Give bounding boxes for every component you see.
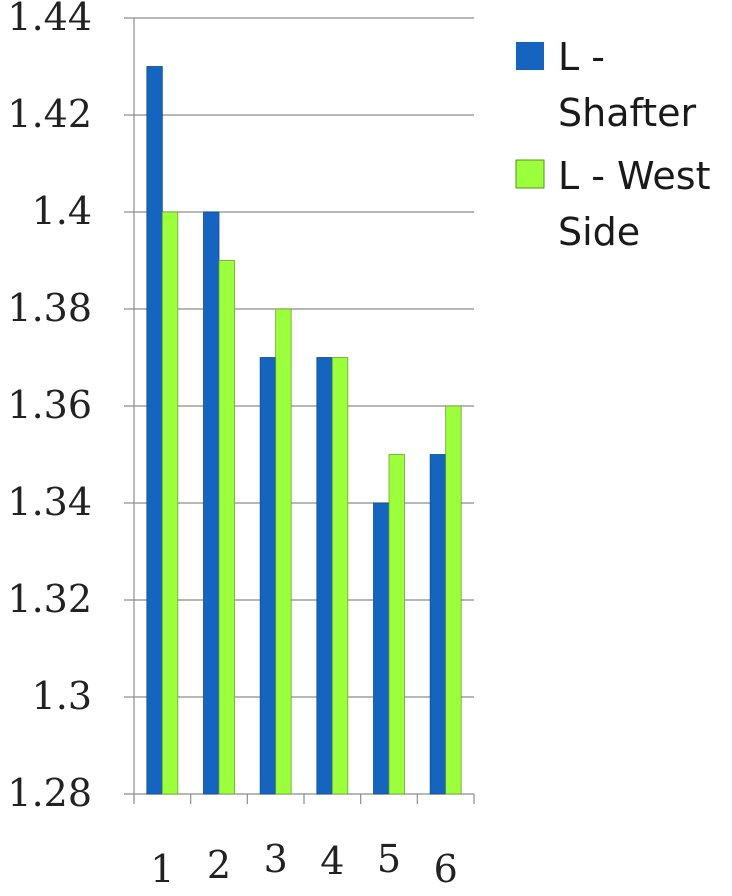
bars (146, 66, 462, 795)
bar-shafter-3 (259, 357, 277, 795)
legend-swatch-shafter (516, 42, 544, 70)
x-tick-label: 4 (320, 839, 344, 883)
legend-label-shafter-line2: Shafter (558, 91, 696, 135)
bar-shafter-6 (429, 454, 447, 795)
bar-shafter-2 (203, 211, 220, 795)
y-tick-label: 1.3 (32, 674, 92, 718)
gridlines (134, 17, 474, 698)
y-axis-ticks: 1.28 1.3 1.32 1.34 1.36 1.38 1.4 1.42 1.44 (7, 0, 92, 815)
legend-label-west-side-line2: Side (558, 210, 640, 254)
legend-entry-shafter: L - Shafter (516, 35, 696, 135)
legend: L - Shafter L - West Side (515, 35, 710, 254)
x-tick-label: 6 (434, 847, 458, 891)
y-tick-label: 1.4 (32, 189, 92, 233)
y-tick-label: 1.42 (7, 92, 92, 136)
x-tick-label: 3 (264, 837, 288, 881)
y-tick-label: 1.38 (7, 286, 92, 330)
y-tick-label: 1.32 (7, 577, 92, 621)
y-tick-label: 1.34 (7, 480, 92, 524)
y-tick-label: 1.36 (7, 383, 92, 427)
legend-swatch-west-side (515, 159, 545, 189)
axes (124, 17, 475, 804)
legend-label-west-side-line1: L - West (558, 154, 710, 198)
legend-label-shafter-line1: L - (558, 35, 605, 79)
bar-west-side-6 (445, 405, 462, 795)
bar-west-side-4 (331, 357, 349, 795)
bar-shafter-4 (316, 357, 333, 795)
bar-west-side-3 (275, 308, 292, 795)
bar-west-side-2 (218, 260, 235, 795)
x-tick-label: 5 (377, 837, 401, 881)
x-tick-label: 1 (150, 847, 174, 891)
legend-entry-west-side: L - West Side (515, 154, 710, 254)
bar-shafter-5 (373, 502, 390, 795)
y-tick-label: 1.44 (7, 0, 92, 39)
bar-west-side-5 (388, 454, 405, 795)
x-tick-label: 2 (207, 843, 231, 887)
y-tick-label: 1.28 (7, 771, 92, 815)
bar-shafter-1 (146, 66, 163, 795)
bar-west-side-1 (161, 211, 179, 795)
